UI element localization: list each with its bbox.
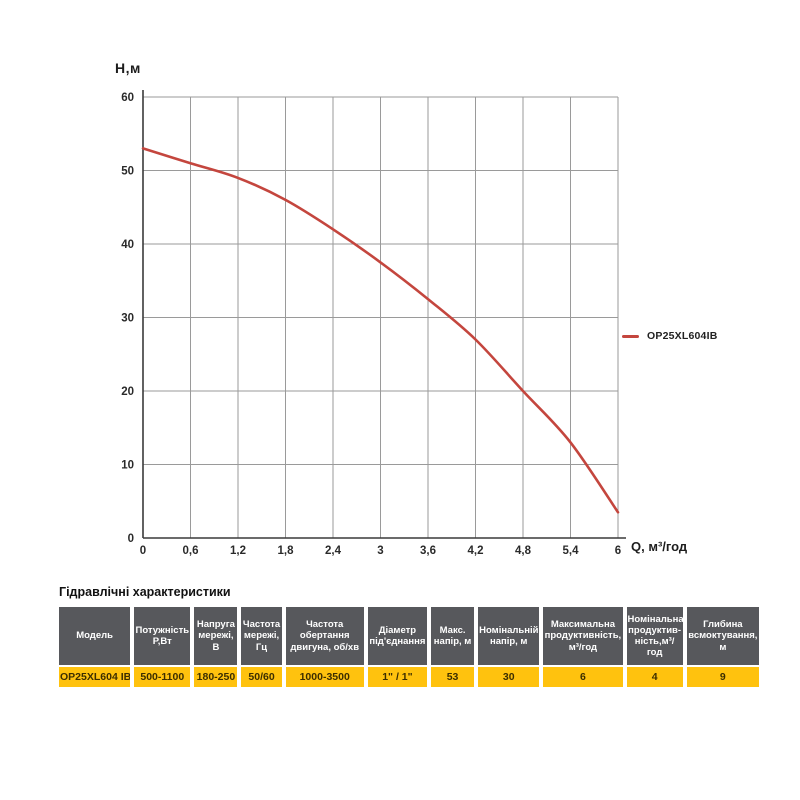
- pump-performance-chart: 0 10 20 30 40 50 60 0 0,6 1,2 1,8 2,4 3 3,6 4,2 4,8 5,4 6…: [115, 60, 718, 557]
- col-header-nominal-head: Номінальній напір, м: [478, 607, 540, 665]
- chart-plot-area: 0 10 20 30 40 50 60 0 0,6 1,2 1,8 2,4 3 3,6 4,2 4,8 5,4 6: [121, 90, 626, 557]
- hydraulic-characteristics-table: Модель Потужність Р,Вт Напруга мережі, В…: [55, 605, 763, 689]
- cell-max-flow: 6: [543, 667, 623, 687]
- table-title: Гідравлічні характеристики: [59, 585, 231, 599]
- cell-max-head: 53: [431, 667, 475, 687]
- table-data-row: OP25XL604 IB 500-1100 180-250 50/60 1000…: [59, 667, 759, 687]
- x-tick-label: 5,4: [563, 545, 580, 557]
- y-tick-label: 50: [121, 166, 134, 178]
- cell-voltage: 180-250: [194, 667, 238, 687]
- col-header-max-head: Макс. напір, м: [431, 607, 475, 665]
- y-axis-title: H,м: [115, 60, 141, 76]
- cell-nominal-flow: 4: [626, 667, 683, 687]
- y-tick-label: 0: [128, 533, 134, 545]
- col-header-connection-diameter: Діаметр під'єднання: [367, 607, 427, 665]
- legend-series-label: OP25XL604IB: [647, 330, 718, 342]
- x-tick-label: 4,8: [515, 545, 532, 557]
- x-tick-label: 3: [377, 545, 383, 557]
- col-header-frequency: Частота мережі, Гц: [241, 607, 282, 665]
- y-tick-label: 30: [121, 313, 134, 325]
- cell-power: 500-1100: [134, 667, 191, 687]
- y-tick-label: 20: [121, 386, 134, 398]
- col-header-model: Модель: [59, 607, 131, 665]
- col-header-voltage: Напруга мережі, В: [194, 607, 238, 665]
- col-header-suction-depth: Глибина всмоктування, м: [686, 607, 759, 665]
- y-tick-label: 40: [121, 239, 134, 251]
- col-header-power: Потужність Р,Вт: [134, 607, 191, 665]
- cell-nominal-head: 30: [478, 667, 540, 687]
- x-tick-label: 4,2: [468, 545, 484, 557]
- col-header-nominal-flow: Номінальна продуктив-ність,м³/год: [626, 607, 684, 665]
- cell-motor-speed: 1000-3500: [285, 667, 364, 687]
- x-tick-label: 2,4: [325, 545, 342, 557]
- cell-suction-depth: 9: [686, 667, 759, 687]
- col-header-max-flow: Максимальна продуктивність, м³/год: [543, 607, 623, 665]
- x-tick-label: 0,6: [183, 545, 199, 557]
- y-tick-label: 60: [121, 92, 134, 104]
- chart-legend: OP25XL604IB: [622, 330, 718, 342]
- hydraulic-characteristics-section: Гідравлічні характеристики Модель Потужн…: [55, 585, 763, 689]
- x-tick-label: 0: [140, 545, 146, 557]
- x-tick-label: 6: [615, 545, 621, 557]
- x-tick-label: 1,2: [230, 545, 246, 557]
- x-tick-label: 1,8: [278, 545, 295, 557]
- x-axis-title: Q, м³/год: [631, 539, 688, 554]
- cell-connection-diameter: 1" / 1": [367, 667, 427, 687]
- cell-model: OP25XL604 IB: [59, 667, 131, 687]
- col-header-motor-speed: Частота обертання двигуна, об/хв: [285, 607, 364, 665]
- x-tick-label: 3,6: [420, 545, 436, 557]
- legend-line-swatch: [622, 334, 639, 338]
- series-curve: [141, 147, 620, 514]
- table-header-row: Модель Потужність Р,Вт Напруга мережі, В…: [59, 607, 759, 665]
- cell-frequency: 50/60: [241, 667, 282, 687]
- y-tick-label: 10: [121, 460, 134, 472]
